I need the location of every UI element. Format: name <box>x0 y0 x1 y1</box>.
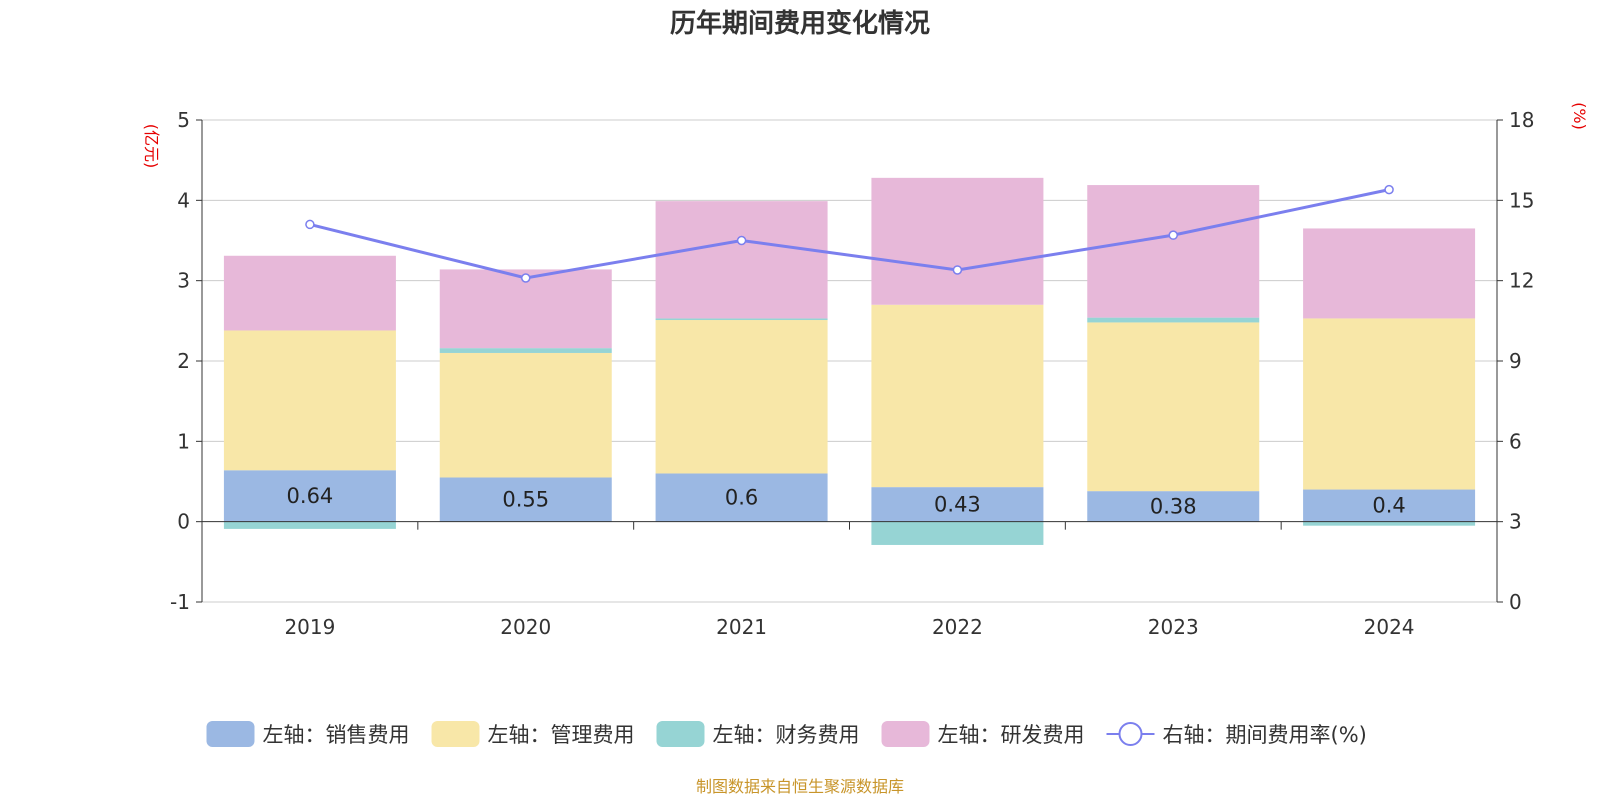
bar-segment <box>439 477 612 522</box>
gridlines <box>202 119 1497 603</box>
bar-value-label: 0.64 <box>287 484 334 508</box>
bar-segment <box>223 470 396 522</box>
bar-segment <box>1087 185 1260 318</box>
bar-value-label: 0.6 <box>725 486 758 510</box>
right-tick-label: 15 <box>1509 188 1534 212</box>
bar-value-label: 0.55 <box>502 488 549 512</box>
rate-point <box>1384 184 1394 195</box>
rate-line <box>305 184 1394 283</box>
bar-segment <box>871 177 1044 305</box>
bar-value-label: 0.4 <box>1372 494 1405 518</box>
left-tick-label: 0 <box>177 510 190 534</box>
bar-segment <box>1087 317 1260 323</box>
legend[interactable]: 左轴：销售费用 左轴：管理费用 左轴：财务费用 左轴：研发费用 右轴：期间费用率(%) <box>206 721 1367 747</box>
x-tick-label: 2021 <box>716 615 767 639</box>
legend-label: 左轴：管理费用 <box>488 723 635 747</box>
left-tick-label: 2 <box>177 349 190 373</box>
chart-title: 历年期间费用变化情况 <box>670 8 930 39</box>
rate-point <box>736 235 747 246</box>
legend-label: 左轴：研发费用 <box>938 723 1085 747</box>
right-tick-label: 12 <box>1509 269 1534 293</box>
bar-segment <box>1303 228 1476 319</box>
legend-swatch <box>881 721 930 747</box>
legend-label: 左轴：销售费用 <box>263 723 410 747</box>
legend-swatch <box>656 721 705 747</box>
bar-segment <box>1087 322 1260 492</box>
x-tick-label: 2024 <box>1364 615 1415 639</box>
bar-segment <box>871 521 1044 545</box>
legend-item[interactable]: 左轴：研发费用 <box>881 721 1085 747</box>
bar-segment <box>223 521 396 529</box>
bars <box>223 177 1476 545</box>
x-tick-label: 2020 <box>500 615 551 639</box>
right-tick-label: 0 <box>1509 590 1522 614</box>
bar-segment <box>655 201 828 319</box>
bar-segment <box>223 330 396 471</box>
left-tick-label: 4 <box>177 188 190 212</box>
bar-segment <box>1303 318 1476 490</box>
data-source: 制图数据来自恒生聚源数据库 <box>696 777 904 796</box>
x-tick-label: 2019 <box>284 615 335 639</box>
right-tick-label: 3 <box>1509 510 1522 534</box>
legend-item[interactable]: 左轴：管理费用 <box>431 721 635 747</box>
legend-item[interactable]: 左轴：销售费用 <box>206 721 410 747</box>
bar-segment <box>655 320 828 474</box>
right-tick-label: 18 <box>1509 108 1534 132</box>
legend-label: 左轴：财务费用 <box>713 723 860 747</box>
bar-segment <box>223 255 396 331</box>
rate-point <box>1168 230 1178 240</box>
left-tick-label: -1 <box>170 590 190 614</box>
bar-segment <box>655 473 828 522</box>
bar-segment <box>439 348 612 353</box>
left-tick-label: 3 <box>177 269 190 293</box>
bar-segment <box>439 352 612 478</box>
legend-item[interactable]: 左轴：财务费用 <box>656 721 860 747</box>
legend-swatch <box>431 721 480 747</box>
right-tick-label: 6 <box>1509 429 1522 453</box>
legend-marker <box>1118 722 1143 746</box>
bar-segment <box>871 487 1044 522</box>
legend-item[interactable]: 右轴：期间费用率(%) <box>1106 722 1367 747</box>
x-tick-label: 2023 <box>1148 615 1199 639</box>
bar-labels: 0.64 0.55 0.6 0.43 0.38 0.4 <box>287 484 1406 518</box>
bar-value-label: 0.38 <box>1150 494 1197 518</box>
left-axis-unit: (亿元) <box>142 124 161 169</box>
bar-segment <box>1303 521 1476 526</box>
legend-swatch <box>206 721 255 747</box>
right-tick-label: 9 <box>1509 349 1522 373</box>
bar-segment <box>1087 491 1260 522</box>
legend-label: 右轴：期间费用率(%) <box>1163 723 1367 747</box>
rate-point <box>521 273 531 283</box>
bar-segment <box>1303 489 1476 522</box>
rate-point <box>305 219 315 230</box>
bar-segment <box>655 318 828 321</box>
right-axis-unit: (%) <box>1570 102 1589 130</box>
bar-value-label: 0.43 <box>934 492 981 516</box>
rate-point <box>952 265 963 275</box>
left-tick-label: 5 <box>177 108 190 132</box>
bar-segment <box>871 304 1044 488</box>
x-tick-label: 2022 <box>932 615 983 639</box>
rate-line-path <box>309 188 1390 280</box>
left-tick-label: 1 <box>177 429 190 453</box>
